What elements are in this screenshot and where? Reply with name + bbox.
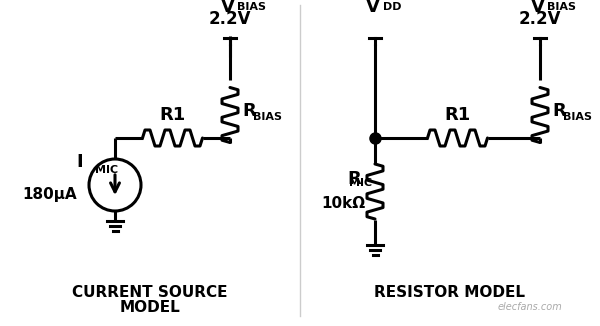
Text: MODEL: MODEL	[119, 300, 181, 315]
Text: RESISTOR MODEL: RESISTOR MODEL	[374, 285, 526, 300]
Text: CURRENT SOURCE: CURRENT SOURCE	[72, 285, 228, 300]
Text: DD: DD	[383, 2, 401, 12]
Text: V: V	[531, 0, 545, 16]
Text: R: R	[552, 102, 566, 120]
Text: R1: R1	[160, 106, 185, 124]
Text: R1: R1	[445, 106, 470, 124]
Text: BIAS: BIAS	[563, 112, 592, 122]
Text: R: R	[347, 170, 361, 188]
Text: BIAS: BIAS	[237, 2, 266, 12]
Text: V: V	[366, 0, 380, 16]
Text: MIC: MIC	[95, 165, 118, 175]
Text: 2.2V: 2.2V	[209, 10, 251, 28]
Text: 2.2V: 2.2V	[519, 10, 561, 28]
Text: elecfans.com: elecfans.com	[497, 302, 562, 312]
Text: BIAS: BIAS	[253, 112, 282, 122]
Text: I: I	[76, 153, 83, 171]
Text: R: R	[242, 102, 256, 120]
Text: V: V	[221, 0, 235, 16]
Text: BIAS: BIAS	[547, 2, 576, 12]
Text: 180μA: 180μA	[22, 187, 77, 202]
Text: MIC: MIC	[349, 179, 372, 188]
Text: 10kΩ: 10kΩ	[321, 196, 365, 211]
